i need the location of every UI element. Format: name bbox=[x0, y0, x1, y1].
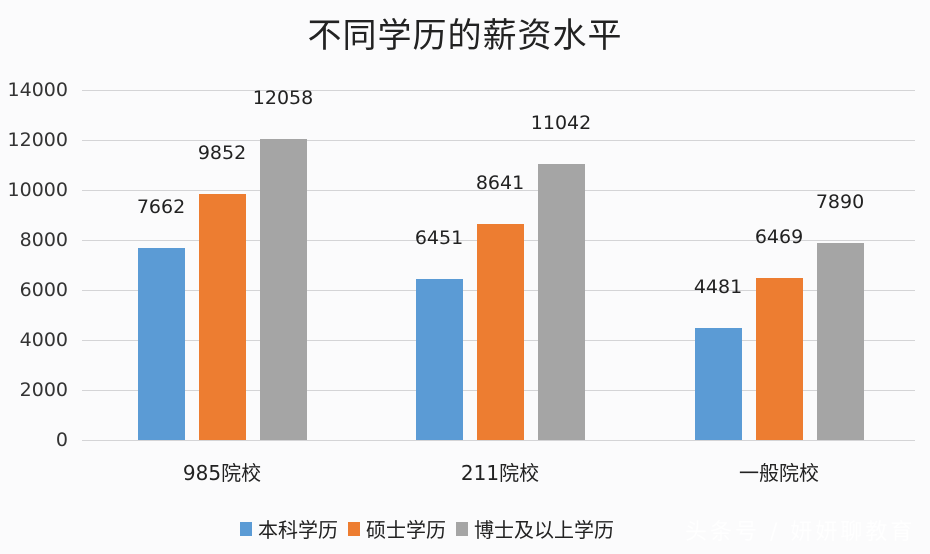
bar[interactable] bbox=[137, 248, 185, 440]
bar[interactable] bbox=[476, 223, 524, 440]
data-label: 7890 bbox=[815, 190, 865, 213]
bar[interactable] bbox=[415, 278, 463, 440]
gridline bbox=[82, 140, 915, 141]
gridline bbox=[82, 190, 915, 191]
y-tick-label: 0 bbox=[55, 429, 68, 451]
legend-label: 博士及以上学历 bbox=[474, 518, 614, 542]
y-tick-label: 14000 bbox=[7, 79, 68, 101]
plot-area: 7662 9852 12058 6451 8641 11042 4481 6469 7890 bbox=[82, 86, 915, 441]
legend-item[interactable]: 硕士学历 bbox=[348, 514, 446, 543]
x-tick-label: 211院校 bbox=[460, 461, 540, 485]
legend-item[interactable]: 本科学历 bbox=[240, 514, 338, 543]
data-label: 7662 bbox=[136, 196, 186, 219]
bar[interactable] bbox=[198, 193, 246, 440]
bar[interactable] bbox=[694, 327, 742, 440]
y-tick-label: 10000 bbox=[7, 179, 68, 201]
bar[interactable] bbox=[816, 242, 864, 440]
data-label: 9852 bbox=[197, 141, 247, 164]
bar[interactable] bbox=[537, 163, 585, 440]
chart-title: 不同学历的薪资水平 bbox=[307, 16, 623, 56]
data-label: 11042 bbox=[530, 111, 592, 134]
data-label: 8641 bbox=[475, 171, 525, 194]
legend-label: 硕士学历 bbox=[366, 518, 446, 542]
x-tick-label: 985院校 bbox=[182, 461, 262, 485]
y-tick-label: 8000 bbox=[19, 229, 68, 251]
data-label: 4481 bbox=[693, 275, 743, 298]
y-tick-label: 6000 bbox=[19, 279, 68, 301]
data-label: 12058 bbox=[252, 86, 314, 109]
legend-item[interactable]: 博士及以上学历 bbox=[456, 514, 614, 543]
watermark: 头条号 / 妍妍聊教育 bbox=[685, 520, 916, 545]
y-tick-label: 4000 bbox=[19, 329, 68, 351]
legend-swatch-icon bbox=[348, 521, 360, 536]
x-tick-label: 一般院校 bbox=[739, 461, 819, 485]
legend-label: 本科学历 bbox=[258, 518, 338, 542]
legend-swatch-icon bbox=[456, 521, 468, 536]
data-label: 6469 bbox=[754, 226, 804, 249]
y-tick-label: 2000 bbox=[19, 379, 68, 401]
bar[interactable] bbox=[259, 138, 307, 440]
gridline bbox=[82, 90, 915, 91]
bar[interactable] bbox=[755, 278, 803, 440]
gridline bbox=[82, 440, 915, 441]
data-label: 6451 bbox=[414, 226, 464, 249]
legend: 本科学历 硕士学历 博士及以上学历 bbox=[240, 514, 624, 543]
legend-swatch-icon bbox=[240, 521, 252, 536]
y-tick-label: 12000 bbox=[7, 129, 68, 151]
